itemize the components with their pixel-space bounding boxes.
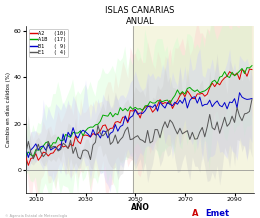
Bar (26, 26, 133, 193)
Y-axis label: Cambio en días cálidos (%): Cambio en días cálidos (%) (5, 72, 11, 147)
X-axis label: AÑO: AÑO (131, 203, 150, 213)
Text: © Agencia Estatal de Meteorología: © Agencia Estatal de Meteorología (5, 214, 67, 218)
Text: A: A (192, 209, 199, 218)
Title: ISLAS CANARIAS
ANUAL: ISLAS CANARIAS ANUAL (106, 5, 175, 26)
Bar (133, 26, 255, 193)
Legend: A2   (10), A1B  (17), B1   ( 9), E1   ( 4): A2 (10), A1B (17), B1 ( 9), E1 ( 4) (29, 29, 68, 57)
Text: Emet: Emet (205, 209, 230, 218)
